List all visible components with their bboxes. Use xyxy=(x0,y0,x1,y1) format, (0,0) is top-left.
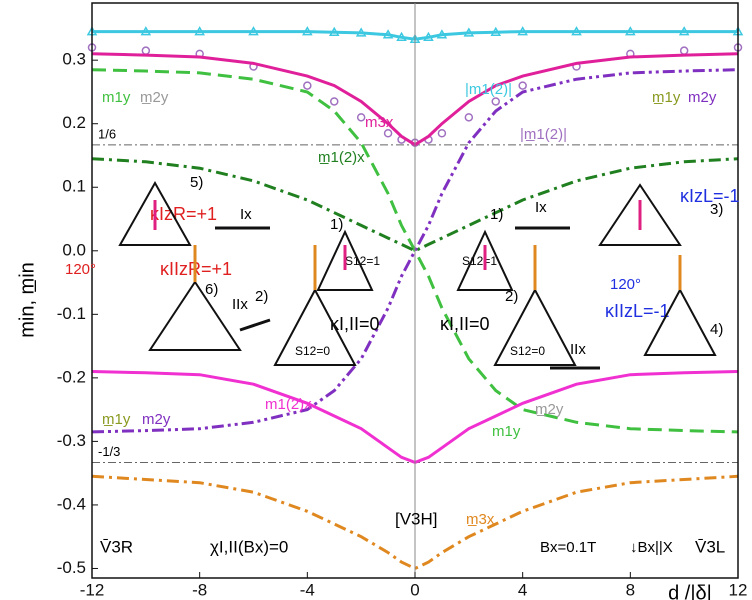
annotation: κIIzL=-1 xyxy=(605,301,670,321)
annotation: m̲2y xyxy=(140,89,169,106)
annotation: 3) xyxy=(710,201,723,218)
annotation: κIzR=+1 xyxy=(150,204,217,224)
annotation: Ix xyxy=(535,199,547,216)
marker xyxy=(304,82,311,89)
y-tick-label: -0.2 xyxy=(57,367,86,386)
annotation: 1) xyxy=(490,206,503,223)
annotation: 1) xyxy=(330,216,343,233)
annotation: m̲2y xyxy=(535,401,564,418)
annotation: m̲1y xyxy=(102,411,131,428)
y-tick-label: 0.0 xyxy=(62,240,86,259)
annotation: m̲1(2)x xyxy=(318,149,365,166)
annotation: V̄3R xyxy=(100,537,133,556)
annotation: 6) xyxy=(205,281,218,298)
triangle xyxy=(645,290,715,355)
annotation: m2y xyxy=(142,411,171,428)
annotation: m2y xyxy=(688,89,717,106)
annotation: κI,II=0 xyxy=(440,314,490,334)
annotation: m3x xyxy=(365,114,394,131)
y-tick-label: -0.1 xyxy=(57,304,86,323)
x-tick-label: 0 xyxy=(410,580,419,599)
triangle xyxy=(150,282,240,350)
y-tick-label: -0.5 xyxy=(57,558,86,577)
marker xyxy=(681,47,688,54)
annotation: Bx=0.1T xyxy=(540,539,596,556)
x-tick-label: 12 xyxy=(729,580,748,599)
annotation: [V3H] xyxy=(395,509,438,528)
annotations: |m1(2)| |m̲1(2)| m3x m1y m̲2y m̲1y m2y m… xyxy=(65,81,740,557)
annotation: 4) xyxy=(710,321,723,338)
annotation: m1y xyxy=(102,89,131,106)
annotation: Ix xyxy=(240,206,252,223)
y-tick-label: -0.4 xyxy=(57,494,86,513)
annotation: S12=0 xyxy=(510,344,545,358)
y-tick-label: -0.3 xyxy=(57,431,86,450)
annotation: χI,II(Bx)=0 xyxy=(210,537,288,556)
annotation: ↓Bx||X xyxy=(630,539,673,556)
marker xyxy=(358,114,365,121)
annotation: m1y xyxy=(492,423,521,440)
marker xyxy=(142,47,149,54)
y-tick-label: 0.2 xyxy=(62,113,86,132)
reference-label: -1/3 xyxy=(98,444,120,459)
arrow xyxy=(240,320,270,330)
annotation: m1(2)x xyxy=(265,396,312,413)
marker xyxy=(519,82,526,89)
annotation: S12=0 xyxy=(295,344,330,358)
annotation: 120° xyxy=(610,276,641,293)
y-axis-label: min, m̲in xyxy=(16,262,38,338)
x-tick-label: -8 xyxy=(192,580,207,599)
marker xyxy=(438,130,445,137)
annotation: m̲3x xyxy=(466,511,495,528)
annotation: IIx xyxy=(570,341,586,358)
marker xyxy=(331,98,338,105)
y-tick-label: 0.3 xyxy=(62,50,86,69)
annotation: |m̲1(2)| xyxy=(520,126,567,143)
annotation: S12=1 xyxy=(462,254,497,268)
annotation: V̄3L xyxy=(695,537,725,556)
annotation: 2) xyxy=(255,288,268,305)
marker xyxy=(465,114,472,121)
x-tick-label: 8 xyxy=(626,580,635,599)
x-tick-label: -12 xyxy=(80,580,105,599)
x-tick-label: -4 xyxy=(300,580,315,599)
annotation: |m1(2)| xyxy=(465,81,512,98)
reference-label: 1/6 xyxy=(98,126,116,141)
annotation: m̲1y xyxy=(652,89,681,106)
x-axis-label: d /|δ| xyxy=(668,582,712,600)
annotation: S12=1 xyxy=(345,254,380,268)
chart: min, m̲in d /|δ| |m1(2)| |m̲1(2)| m3x m1… xyxy=(0,0,752,600)
annotation: 5) xyxy=(190,174,203,191)
annotation: 120° xyxy=(65,261,96,278)
marker xyxy=(492,98,499,105)
annotation: IIx xyxy=(232,296,248,313)
x-tick-label: 4 xyxy=(518,580,527,599)
y-tick-label: 0.1 xyxy=(62,177,86,196)
